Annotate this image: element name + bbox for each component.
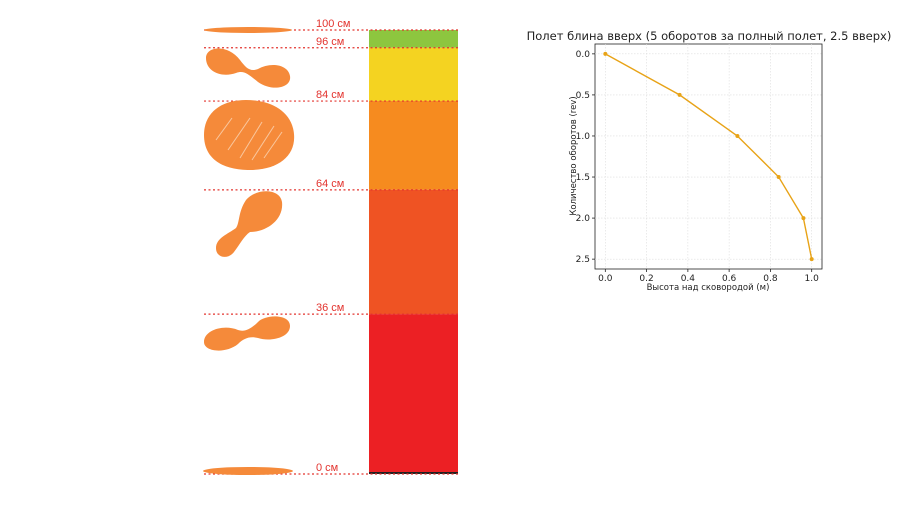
y-axis-label: Количество оборотов (rev) [569,96,579,215]
pancake-twisted-vertical [216,191,283,257]
x-tick-label: 1.0 [805,274,820,284]
x-tick-label: 0.0 [598,274,613,284]
x-tick-label: 0.6 [722,274,737,284]
color-bar-segment [369,101,458,190]
pancake-twisted-low [204,316,290,351]
height-marker-label: 64 см [316,178,344,190]
x-tick-label: 0.2 [639,274,653,284]
x-axis-label: Высота над сковородой (м) [647,283,770,293]
pancake-flat-top [204,27,292,33]
plot-area [594,43,823,270]
color-bar-segment [369,47,458,102]
pancake-drawings [203,27,295,475]
color-bar-segment [369,30,458,48]
height-markers: 100 см 96 см 84 см 64 см 36 см 0 см [204,18,458,475]
pancake-texture [215,117,283,161]
data-point [735,133,740,138]
pancake-twisted-high [206,48,291,88]
data-series [603,51,814,262]
data-point [809,257,814,262]
y-tick-label: 1.0 [576,132,591,142]
color-bar-segment [369,189,458,315]
axis-ticks: 0.0 0.2 0.4 0.6 0.8 1.0 0.0 0.5 1.0 1.5 2.0 2.5 [576,50,819,284]
height-marker-label: 84 см [316,89,344,101]
pancake-flat-bottom [203,467,293,475]
y-tick-label: 0.5 [576,91,590,101]
height-marker-label: 0 см [316,462,338,474]
y-tick-label: 1.5 [576,173,590,183]
y-tick-label: 0.0 [576,50,591,60]
y-tick-label: 2.0 [576,214,591,224]
height-color-bar [369,30,458,474]
series-line [604,53,813,260]
chart-title: Полет блина вверх (5 оборотов за полный … [527,29,892,43]
plot-grid [595,44,822,269]
data-point [677,92,682,97]
pancake-round [204,100,295,170]
height-marker-label: 96 см [316,36,344,48]
x-tick-label: 0.4 [681,274,696,284]
height-marker-label: 36 см [316,302,344,314]
data-point [603,51,608,56]
height-marker-label: 100 см [316,18,350,30]
x-tick-label: 0.8 [763,274,778,284]
y-tick-label: 2.5 [576,255,590,265]
data-point [801,216,806,221]
data-point [776,175,781,180]
color-bar-segment [369,314,458,474]
